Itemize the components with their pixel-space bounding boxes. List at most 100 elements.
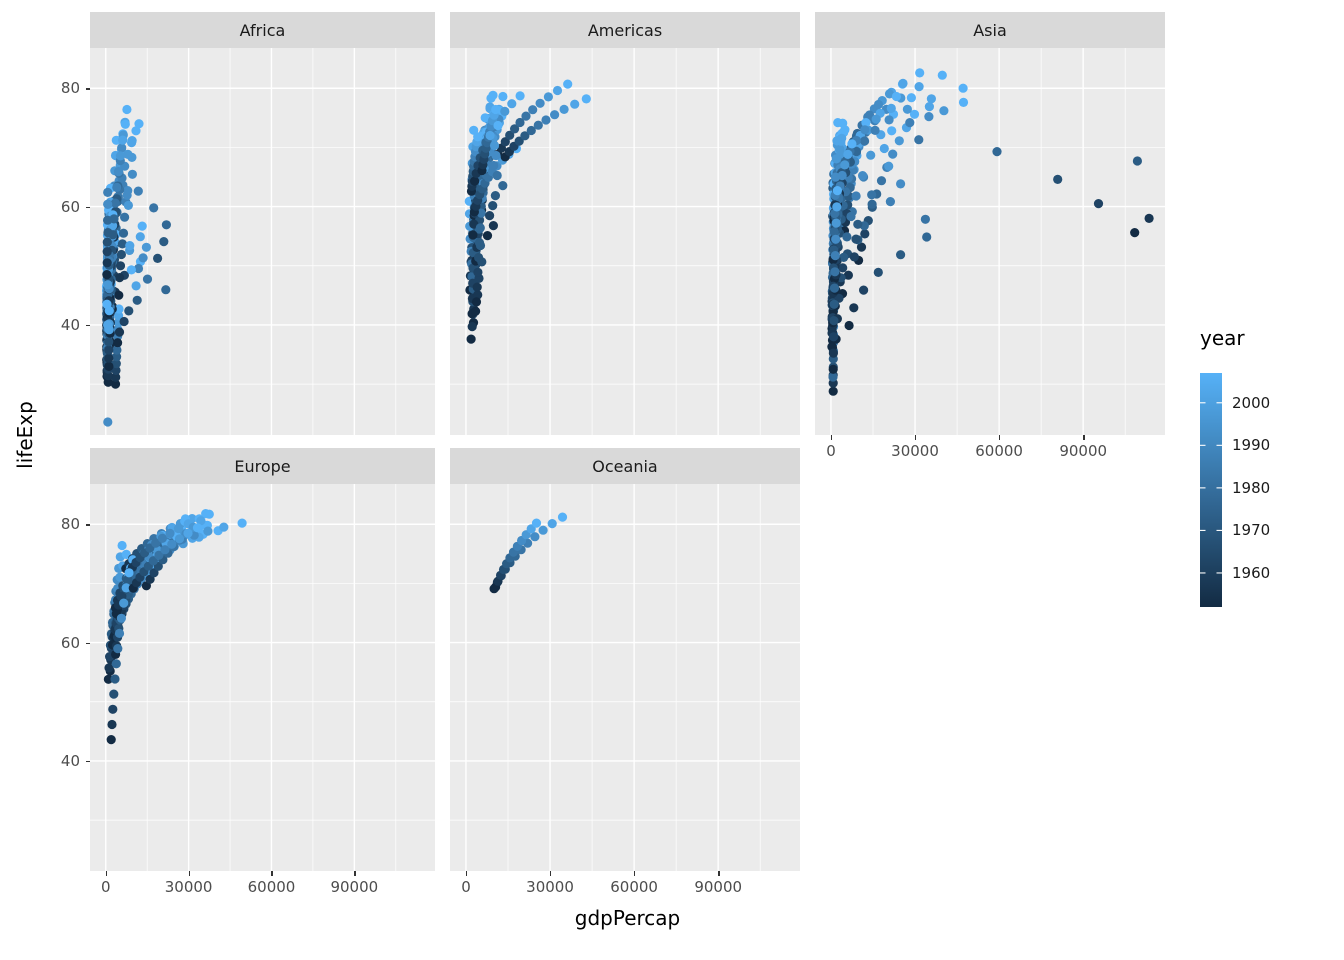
data-point (125, 241, 135, 251)
x-tick-label: 30000 (891, 442, 939, 460)
x-tick-mark (105, 871, 108, 876)
data-point (871, 114, 881, 124)
data-point (103, 674, 113, 684)
data-point (533, 120, 543, 130)
data-point (183, 528, 193, 538)
data-point (138, 253, 148, 263)
data-point (117, 143, 127, 153)
facet-label-europe: Europe (234, 456, 291, 476)
data-point (203, 526, 213, 536)
data-point (104, 663, 114, 673)
data-point (110, 379, 121, 389)
data-point (133, 263, 144, 274)
data-point (879, 143, 889, 154)
data-point (482, 231, 493, 241)
x-tick-mark (271, 871, 273, 876)
data-point (112, 352, 122, 362)
y-tick-label: 40 (60, 315, 80, 334)
data-point (114, 327, 125, 337)
data-point (530, 532, 540, 542)
data-point (924, 112, 934, 122)
data-point (884, 115, 894, 125)
data-point (118, 228, 129, 238)
data-point (840, 160, 850, 170)
data-point (467, 322, 477, 332)
data-point (832, 186, 842, 196)
facet-strip-europe: Europe (90, 448, 435, 484)
data-point (958, 83, 968, 93)
data-point (515, 117, 525, 128)
data-point (914, 82, 924, 92)
x-tick-mark (999, 435, 1001, 440)
facet-panel-africa: Africa (90, 12, 435, 435)
data-point (498, 91, 508, 102)
panel-background (815, 48, 1165, 435)
data-point (958, 97, 969, 107)
panel-background (90, 484, 435, 871)
data-point (102, 258, 112, 268)
data-point (828, 364, 838, 374)
data-point (488, 221, 498, 231)
data-point (833, 118, 843, 128)
facet-strip-africa: Africa (90, 12, 435, 48)
data-point (160, 545, 170, 555)
data-point (491, 150, 501, 161)
x-tick-mark (915, 435, 917, 440)
data-point (471, 306, 481, 316)
data-point (117, 540, 127, 551)
legend-tick-label: 1960 (1232, 563, 1271, 582)
data-point (992, 147, 1002, 157)
data-point (103, 320, 113, 330)
facet-panel-americas: Americas (450, 12, 800, 435)
data-point (135, 232, 145, 242)
y-axis-bottom-row: 80 60 40 (40, 484, 90, 871)
data-point (838, 263, 848, 273)
data-point (581, 94, 591, 104)
data-point (123, 149, 133, 159)
data-point (831, 154, 841, 164)
data-point (490, 191, 500, 201)
x-axis-oceania: 0 30000 60000 90000 (450, 871, 800, 899)
data-point (521, 111, 531, 121)
data-point (535, 98, 545, 108)
data-point (119, 316, 129, 327)
data-point (1132, 156, 1142, 166)
data-point (829, 316, 839, 326)
y-tick-label: 80 (60, 79, 80, 98)
data-point (829, 332, 839, 342)
data-point (485, 130, 495, 141)
legend-title: year (1200, 326, 1245, 350)
data-point (117, 239, 127, 249)
data-point (473, 267, 483, 277)
data-point (867, 199, 877, 209)
data-point (474, 252, 484, 263)
data-point (471, 297, 482, 307)
data-point (102, 237, 112, 247)
data-point (515, 91, 525, 101)
data-point (886, 103, 896, 113)
data-point (109, 689, 119, 699)
data-point (894, 136, 904, 146)
data-point (102, 270, 112, 280)
x-tick-label: 90000 (694, 878, 743, 896)
data-point (131, 281, 141, 291)
data-point (115, 151, 126, 161)
y-axis-top-row: 80 60 40 (40, 48, 90, 435)
data-point (103, 199, 113, 209)
data-point (110, 198, 120, 208)
data-point (114, 304, 124, 314)
data-point (552, 85, 563, 96)
data-point (113, 338, 123, 348)
data-point (541, 115, 551, 125)
y-tick-label: 60 (60, 633, 80, 652)
data-point (151, 538, 161, 548)
data-point (939, 106, 949, 116)
data-point (858, 171, 868, 181)
x-tick-label: 90000 (330, 878, 379, 896)
data-point (133, 186, 143, 196)
legend-year: year 2000 1990 1980 1970 1960 (1200, 326, 1292, 607)
data-point (570, 99, 580, 109)
data-point (563, 79, 573, 89)
data-point (124, 568, 134, 578)
data-point (122, 104, 132, 115)
